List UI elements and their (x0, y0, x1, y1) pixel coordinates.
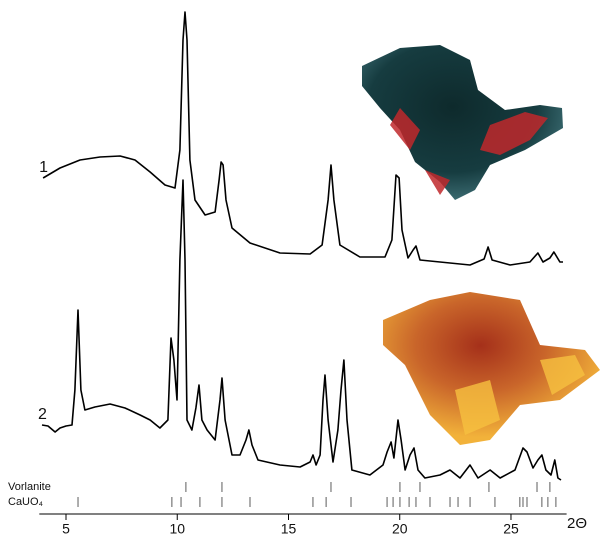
reference-name: CaUO₄ (8, 496, 44, 508)
crystal-photo-1 (362, 45, 563, 200)
x-tick-label: 20 (392, 521, 408, 536)
x-tick-label: 5 (62, 521, 70, 536)
x-tick-label: 15 (281, 521, 297, 536)
x-tick-label: 25 (503, 521, 519, 536)
x-tick-label: 10 (169, 521, 185, 536)
series-label: 2 (38, 406, 47, 423)
reference-name: Vorlanite (8, 481, 51, 493)
x-axis-label: 2Θ (567, 515, 587, 532)
series-label: 1 (39, 159, 48, 176)
crystal-photo-2 (383, 292, 600, 445)
chart: 5 10 15 20 25 2Θ Vorlanite CaUO₄ 1 2 (0, 0, 605, 536)
